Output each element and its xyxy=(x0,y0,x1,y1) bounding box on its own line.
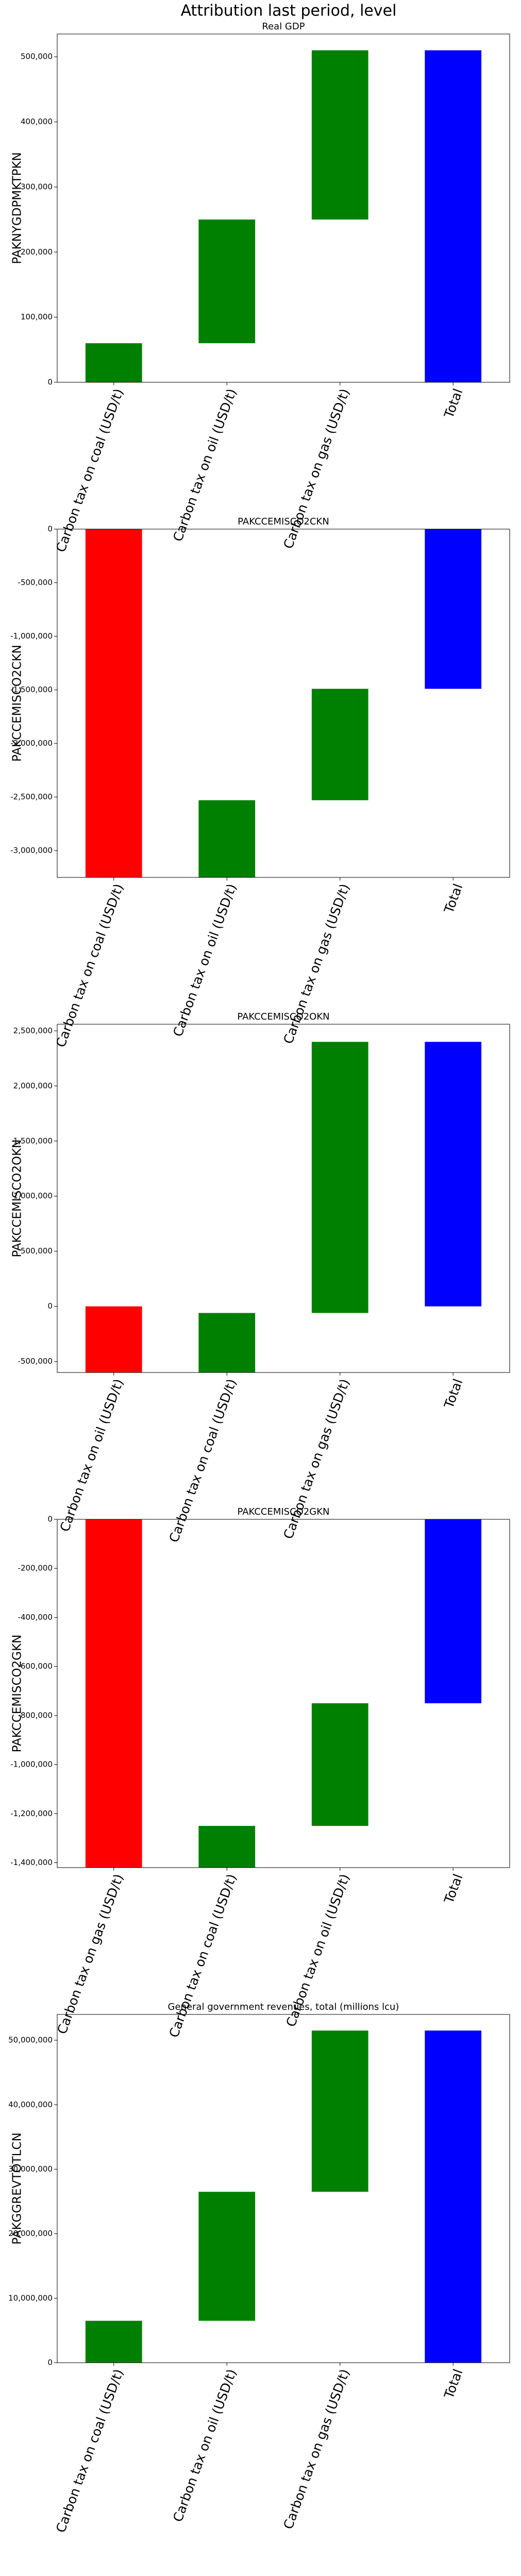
x-tick-label: Carbon tax on oil (USD/t) xyxy=(170,387,239,544)
y-tick-label: -3,000,000 xyxy=(10,846,53,855)
y-tick-label: 400,000 xyxy=(21,117,53,126)
y-tick-label: 30,000,000 xyxy=(8,2164,53,2174)
subplot-title: Real GDP xyxy=(262,21,305,32)
axes-frame xyxy=(57,529,510,878)
y-tick-label: -500,000 xyxy=(18,578,53,587)
y-tick-label: -1,500,000 xyxy=(10,685,53,694)
x-tick-label: Carbon tax on gas (USD/t) xyxy=(280,2367,352,2531)
y-tick-label: 0 xyxy=(47,1301,53,1311)
bar xyxy=(311,50,368,220)
subplot-title: PAKCCEMISCO2CKN xyxy=(238,516,329,527)
y-tick-label: 1,500,000 xyxy=(13,1136,53,1145)
bar xyxy=(425,1042,482,1307)
bar xyxy=(85,343,142,382)
y-tick-label: 500,000 xyxy=(21,1246,53,1256)
y-tick-label: 0 xyxy=(47,378,53,387)
y-tick-label: 200,000 xyxy=(21,247,53,257)
y-tick-label: 2,500,000 xyxy=(13,1026,53,1035)
y-tick-label: 500,000 xyxy=(21,52,53,61)
y-tick-label: 10,000,000 xyxy=(8,2293,53,2302)
x-tick-label: Total xyxy=(441,882,466,916)
x-tick-label: Carbon tax on coal (USD/t) xyxy=(53,2367,126,2535)
y-tick-label: 100,000 xyxy=(21,312,53,321)
bar xyxy=(311,688,368,801)
y-tick-label: 20,000,000 xyxy=(8,2229,53,2238)
y-tick-label: 0 xyxy=(47,1515,53,1524)
y-tick-label: 50,000,000 xyxy=(8,2036,53,2045)
figure-title: Attribution last period, level xyxy=(181,2,397,20)
y-axis-label: PAKGGREVTOTLCN xyxy=(11,2132,24,2244)
axes-frame xyxy=(57,2014,510,2363)
y-tick-label: -800,000 xyxy=(18,1710,53,1720)
bar xyxy=(425,529,482,689)
bar xyxy=(85,2320,142,2363)
bar xyxy=(198,2192,256,2321)
bar xyxy=(85,529,142,877)
bar xyxy=(85,1519,142,1868)
y-tick-label: -1,400,000 xyxy=(10,1858,53,1867)
y-tick-label: 0 xyxy=(47,524,53,534)
y-tick-label: -2,500,000 xyxy=(10,792,53,802)
x-tick-label: Carbon tax on oil (USD/t) xyxy=(57,1377,126,1534)
y-tick-label: 40,000,000 xyxy=(8,2100,53,2109)
bar xyxy=(198,1313,256,1372)
y-axis-label: PAKNYGDPMKTPKN xyxy=(11,152,24,264)
y-tick-label: 1,000,000 xyxy=(13,1191,53,1200)
bar xyxy=(198,219,256,344)
bar xyxy=(425,50,482,382)
bar xyxy=(198,800,256,877)
y-tick-label: -500,000 xyxy=(18,1357,53,1366)
x-tick-label: Carbon tax on gas (USD/t) xyxy=(54,1872,126,2036)
bar xyxy=(311,1703,368,1826)
subplot-title: PAKCCEMISCO2OKN xyxy=(237,1011,329,1022)
y-tick-label: -600,000 xyxy=(18,1662,53,1671)
x-tick-label: Carbon tax on oil (USD/t) xyxy=(170,882,239,1039)
bar xyxy=(311,2030,368,2192)
y-tick-label: 300,000 xyxy=(21,182,53,191)
bar xyxy=(198,1826,256,1868)
y-axis-label: PAKCCEMISCO2CKN xyxy=(11,645,24,762)
y-tick-label: 2,000,000 xyxy=(13,1081,53,1090)
y-tick-label: -2,000,000 xyxy=(10,739,53,748)
subplot-title: General government revenues, total (mill… xyxy=(168,2002,399,2012)
y-tick-label: -1,000,000 xyxy=(10,632,53,641)
bar xyxy=(425,1519,482,1704)
y-tick-label: -400,000 xyxy=(18,1613,53,1622)
axes-frame xyxy=(57,1519,510,1868)
y-tick-label: -200,000 xyxy=(18,1564,53,1573)
bar xyxy=(425,2030,482,2363)
y-tick-label: -1,000,000 xyxy=(10,1760,53,1769)
y-tick-label: 0 xyxy=(47,2358,53,2367)
y-axis-label: PAKCCEMISCO2GKN xyxy=(11,1635,24,1753)
x-tick-label: Carbon tax on oil (USD/t) xyxy=(170,2367,239,2524)
bar xyxy=(311,1042,368,1313)
y-axis-label: PAKCCEMISCO2OKN xyxy=(11,1139,24,1257)
x-tick-label: Total xyxy=(441,387,466,421)
bar xyxy=(85,1306,142,1372)
x-tick-label: Total xyxy=(441,1377,466,1411)
subplot-title: PAKCCEMISCO2GKN xyxy=(237,1506,329,1517)
x-tick-label: Total xyxy=(441,1872,466,1906)
y-tick-label: -1,200,000 xyxy=(10,1809,53,1818)
x-tick-label: Total xyxy=(441,2367,466,2401)
axes-frame xyxy=(57,33,510,383)
axes-frame xyxy=(57,1024,510,1373)
